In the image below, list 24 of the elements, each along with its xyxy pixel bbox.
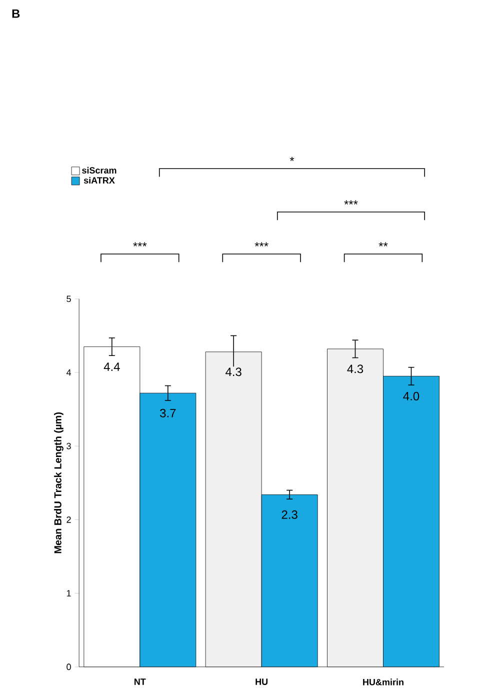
- y-tick-label: 5: [66, 296, 71, 302]
- data-label: 4.0: [403, 392, 420, 400]
- x-tick-label: NT: [134, 678, 146, 685]
- y-tick-label: 0: [66, 664, 71, 670]
- legend-label: siScram: [82, 166, 116, 174]
- text: B: [12, 10, 20, 18]
- legend-label: siATRX: [84, 176, 115, 184]
- y-tick-label: 1: [66, 590, 71, 596]
- x-tick-label: HU: [256, 678, 268, 685]
- x-tick-label: HU&mirin: [363, 678, 404, 686]
- text: *: [290, 156, 294, 162]
- data-label: 4.3: [347, 364, 364, 374]
- y-tick-label: 4: [66, 369, 72, 376]
- text: **: [378, 242, 388, 246]
- y-tick-label: 2: [66, 516, 71, 523]
- y-axis-title: Mean BrdU Track Length (µm): [54, 412, 64, 554]
- y-tick-label: 3: [66, 442, 71, 450]
- data-label: 3.7: [160, 408, 176, 418]
- data-label: 2.3: [282, 510, 298, 519]
- text: ***: [133, 242, 147, 246]
- text: ***: [254, 242, 268, 246]
- data-label: 4.4: [104, 362, 120, 371]
- text: ***: [344, 200, 358, 204]
- data-label: 4.3: [226, 368, 242, 376]
